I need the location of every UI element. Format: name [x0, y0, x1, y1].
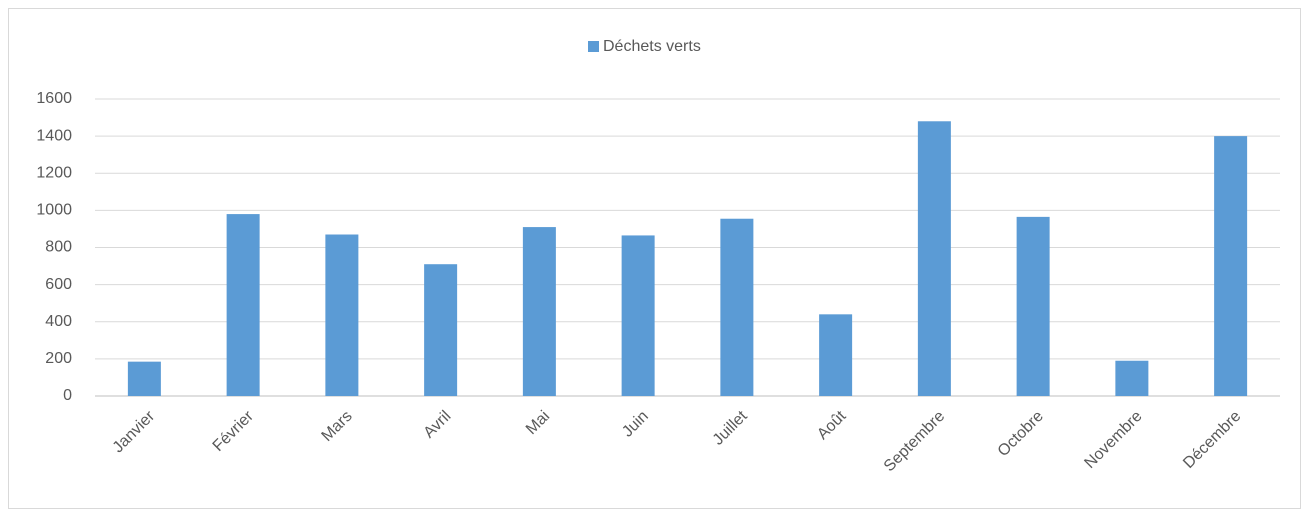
y-tick-label: 1000 — [36, 202, 72, 219]
y-tick-label: 200 — [45, 350, 72, 367]
bar — [127, 361, 161, 396]
legend-swatch — [588, 41, 599, 52]
bar — [720, 218, 754, 396]
y-tick-label: 1600 — [36, 90, 72, 107]
y-tick-label: 800 — [45, 239, 72, 256]
y-tick-label: 400 — [45, 313, 72, 330]
bar — [1016, 216, 1050, 396]
legend-label: Déchets verts — [603, 38, 701, 55]
bar — [325, 234, 359, 396]
y-tick-label: 0 — [63, 387, 72, 404]
bar — [917, 121, 951, 397]
y-tick-label: 1200 — [36, 164, 72, 181]
bar — [522, 227, 556, 396]
y-tick-label: 600 — [45, 276, 72, 293]
bar — [1115, 360, 1149, 396]
bar — [819, 314, 853, 396]
bar — [1214, 136, 1248, 396]
bar — [621, 235, 655, 396]
bar — [424, 264, 458, 396]
y-tick-label: 1400 — [36, 127, 72, 144]
bar — [226, 214, 260, 396]
